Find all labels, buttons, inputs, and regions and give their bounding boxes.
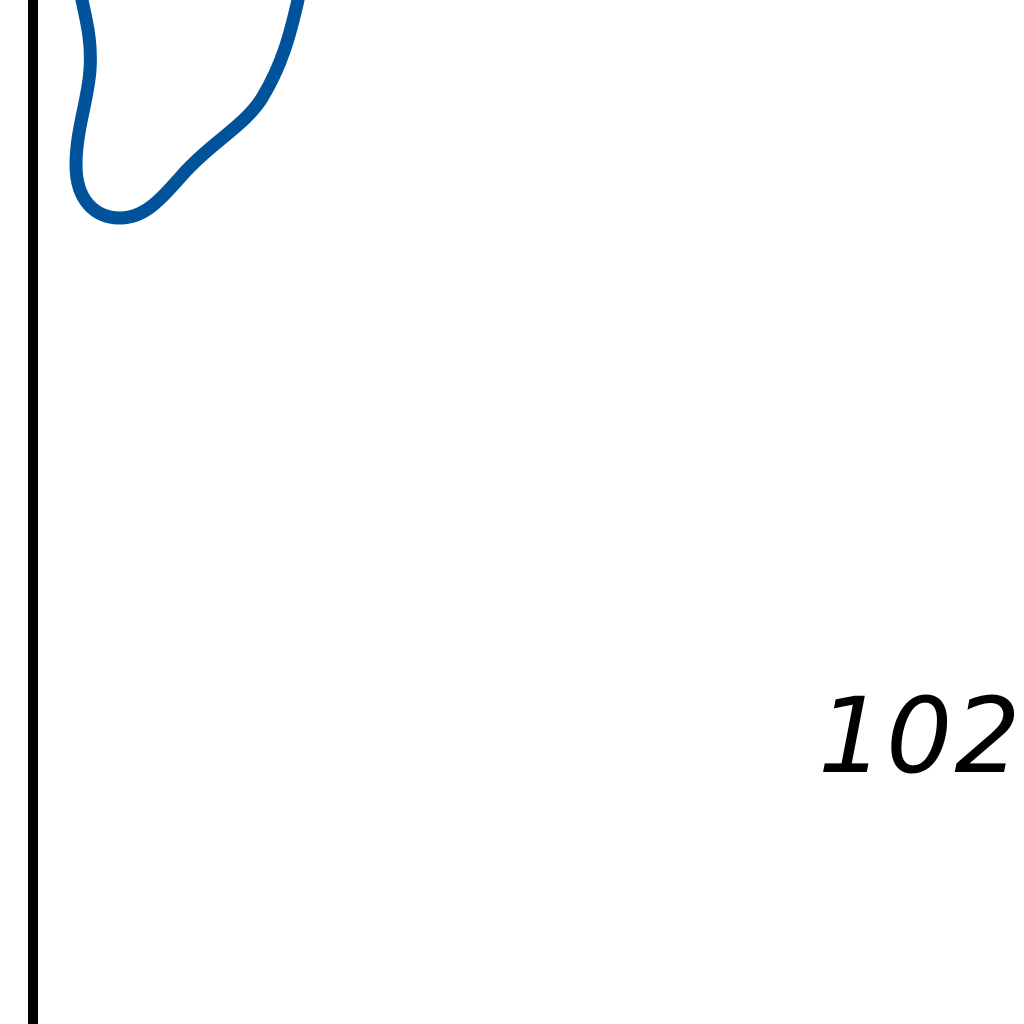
reference-numeral-102: 102 <box>818 675 1023 797</box>
blob-outline <box>69 0 305 225</box>
